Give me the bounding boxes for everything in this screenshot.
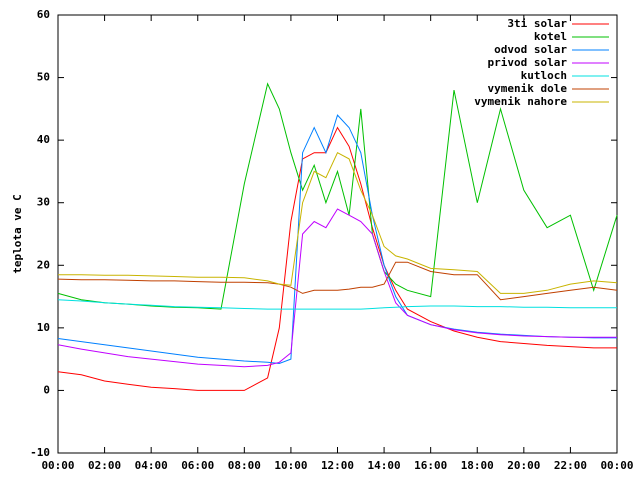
x-tick-label: 22:00: [554, 459, 587, 472]
y-tick-label: -10: [30, 446, 50, 459]
series-line: [57, 299, 617, 310]
legend-label: vymenik nahore: [474, 95, 567, 108]
legend-label: kotel: [534, 30, 567, 43]
legend-label: privod solar: [488, 56, 568, 69]
x-tick-label: 00:00: [600, 459, 633, 472]
y-tick-label: 60: [37, 8, 50, 21]
series-line: [57, 114, 617, 365]
x-tick-label: 16:00: [414, 459, 447, 472]
x-tick-label: 04:00: [135, 459, 168, 472]
y-tick-label: 40: [37, 133, 50, 146]
legend-label: odvod solar: [494, 43, 567, 56]
series-line: [57, 208, 617, 368]
legend-label: kutloch: [521, 69, 567, 82]
y-tick-label: 30: [37, 196, 50, 209]
series-line: [57, 261, 618, 301]
x-tick-label: 20:00: [507, 459, 540, 472]
x-tick-label: 02:00: [88, 459, 121, 472]
x-tick-label: 12:00: [321, 459, 354, 472]
series-line: [57, 126, 617, 391]
series-line: [57, 82, 618, 310]
legend-label: 3ti solar: [507, 17, 567, 30]
x-tick-label: 06:00: [181, 459, 214, 472]
series-line: [58, 152, 618, 294]
x-tick-label: 18:00: [461, 459, 494, 472]
y-tick-label: 0: [43, 383, 50, 396]
x-tick-label: 10:00: [274, 459, 307, 472]
x-tick-label: 14:00: [368, 459, 401, 472]
y-tick-label: 50: [37, 71, 50, 84]
y-axis-label: teplota ve C: [11, 194, 24, 273]
legend-label: vymenik dole: [488, 82, 568, 95]
x-tick-label: 08:00: [228, 459, 261, 472]
x-tick-label: 00:00: [41, 459, 74, 472]
y-tick-label: 10: [37, 321, 50, 334]
y-tick-label: 20: [37, 258, 50, 271]
